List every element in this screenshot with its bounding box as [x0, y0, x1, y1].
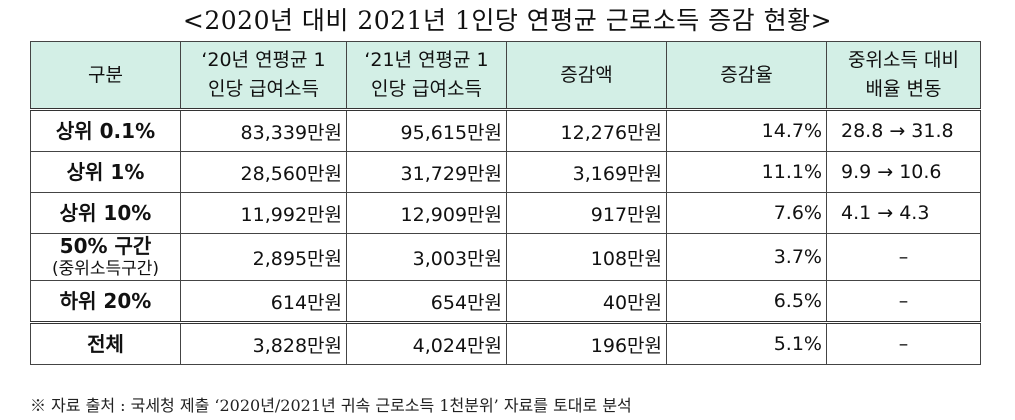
cell-diff: 3,169만원: [506, 151, 667, 193]
cell-2020-income: 83,339만원: [180, 109, 347, 152]
table-row: 상위 0.1% 83,339만원 95,615만원 12,276만원 14.7% 28.8…: [30, 109, 981, 152]
header-row: 구분 ‘20년 연평균 1 인당 급여소득 ‘21년 연평균 1 인당 급여소득 증…: [30, 41, 981, 111]
cell-ratio: –: [826, 321, 981, 365]
row-category: 전체: [30, 321, 181, 365]
row-category: 50% 구간 (중위소득구간): [30, 233, 181, 281]
cell-2021-income: 31,729만원: [346, 151, 507, 193]
source-note: ※ 자료 출처 : 국세청 제출 ‘2020년/2021년 귀속 근로소득 1천…: [30, 396, 632, 415]
cell-diff: 40만원: [506, 280, 667, 323]
table-row: 50% 구간 (중위소득구간) 2,895만원 3,003만원 108만원 3.7% –: [30, 233, 981, 281]
cell-rate: 14.7%: [666, 109, 827, 152]
cell-ratio: –: [826, 280, 981, 323]
header-2020-income: ‘20년 연평균 1 인당 급여소득: [180, 41, 347, 111]
cell-2021-income: 12,909만원: [346, 192, 507, 234]
table-row: 하위 20% 614만원 654만원 40만원 6.5% –: [30, 280, 981, 323]
income-table: 구분 ‘20년 연평균 1 인당 급여소득 ‘21년 연평균 1 인당 급여소득 증…: [30, 41, 981, 365]
cell-2020-income: 28,560만원: [180, 151, 347, 193]
cell-diff: 196만원: [506, 321, 667, 365]
cell-ratio: 9.9 → 10.6: [826, 151, 981, 193]
row-category: 상위 10%: [30, 192, 181, 234]
cell-rate: 3.7%: [666, 233, 827, 281]
cell-ratio: 4.1 → 4.3: [826, 192, 981, 234]
cell-diff: 917만원: [506, 192, 667, 234]
cell-rate: 5.1%: [666, 321, 827, 365]
cell-2020-income: 614만원: [180, 280, 347, 323]
header-diff: 증감액: [506, 41, 667, 111]
cell-ratio: –: [826, 233, 981, 281]
cell-2021-income: 95,615만원: [346, 109, 507, 152]
header-category: 구분: [30, 41, 181, 111]
table-row: 상위 10% 11,992만원 12,909만원 917만원 7.6% 4.1 → 4.3: [30, 192, 981, 234]
cell-2021-income: 4,024만원: [346, 321, 507, 365]
cell-2021-income: 3,003만원: [346, 233, 507, 281]
header-rate: 증감율: [666, 41, 827, 111]
cell-2020-income: 11,992만원: [180, 192, 347, 234]
cell-rate: 7.6%: [666, 192, 827, 234]
cell-ratio: 28.8 → 31.8: [826, 109, 981, 152]
header-2021-income: ‘21년 연평균 1 인당 급여소득: [346, 41, 507, 111]
cell-2020-income: 3,828만원: [180, 321, 347, 365]
row-category-sub: (중위소득구간): [51, 259, 160, 279]
row-category: 하위 20%: [30, 280, 181, 323]
cell-rate: 6.5%: [666, 280, 827, 323]
cell-rate: 11.1%: [666, 151, 827, 193]
cell-diff: 12,276만원: [506, 109, 667, 152]
table-row: 전체 3,828만원 4,024만원 196만원 5.1% –: [30, 321, 981, 365]
cell-2020-income: 2,895만원: [180, 233, 347, 281]
table-row: 상위 1% 28,560만원 31,729만원 3,169만원 11.1% 9.9 → 1…: [30, 151, 981, 193]
row-category: 상위 1%: [30, 151, 181, 193]
header-ratio: 중위소득 대비 배율 변동: [826, 41, 981, 111]
cell-2021-income: 654만원: [346, 280, 507, 323]
cell-diff: 108만원: [506, 233, 667, 281]
row-category: 상위 0.1%: [30, 109, 181, 152]
table-title: <2020년 대비 2021년 1인당 연평균 근로소득 증감 현황>: [182, 6, 833, 35]
